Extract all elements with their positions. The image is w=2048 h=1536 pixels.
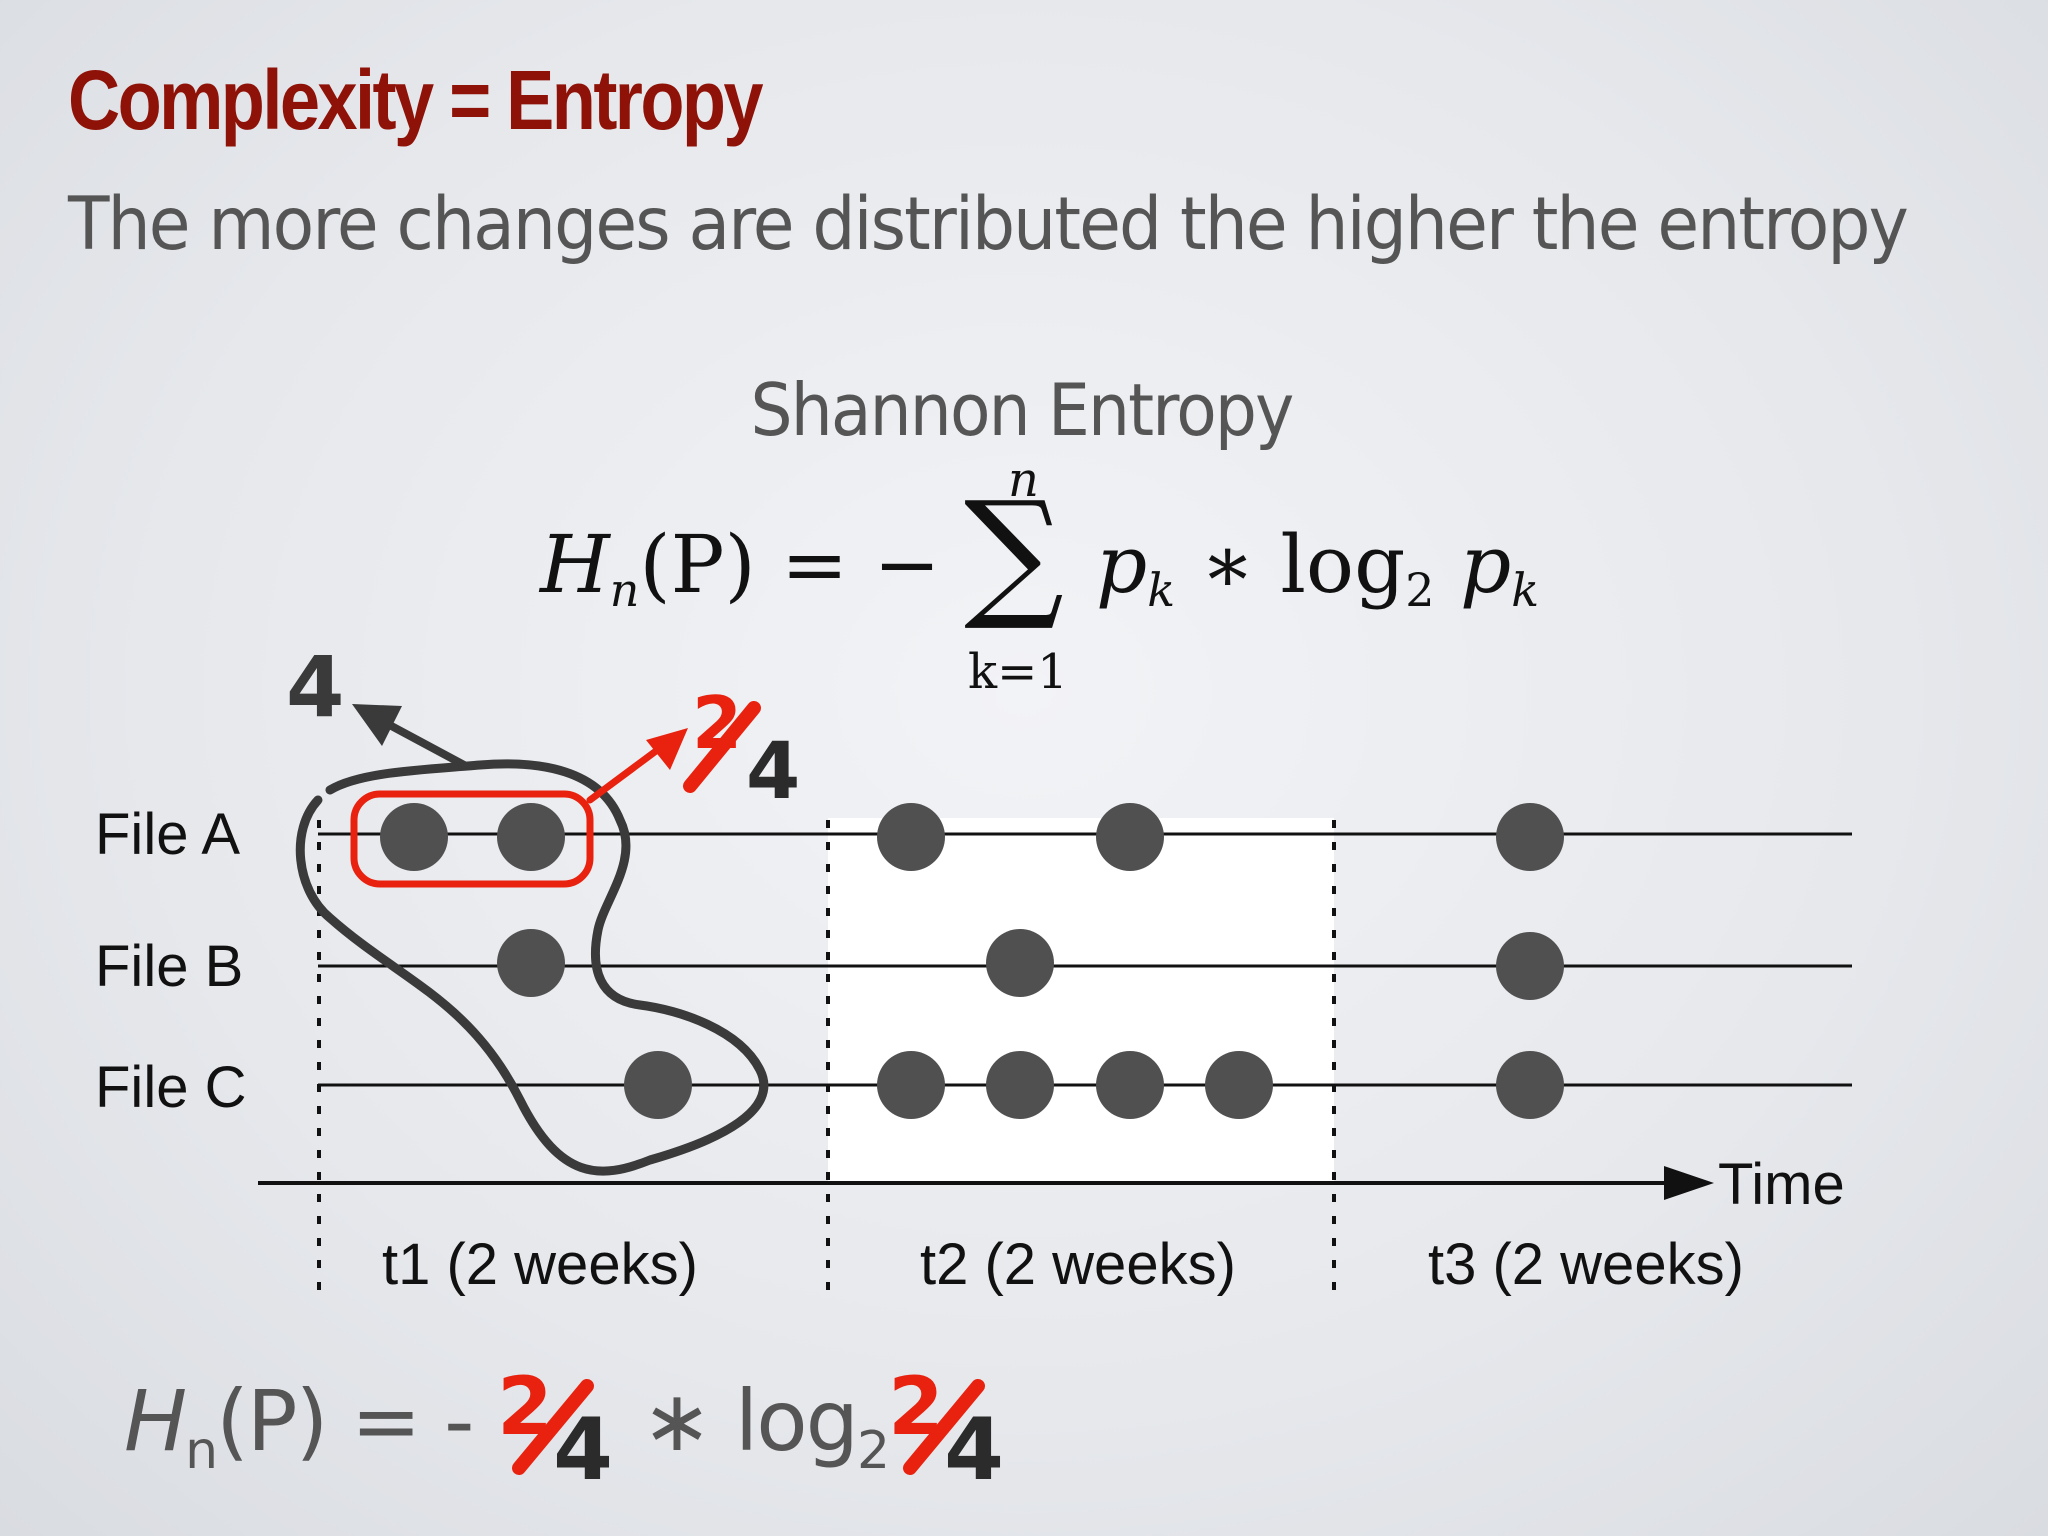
example-h-sub: n	[185, 1421, 218, 1481]
formula-log-base: 2	[1405, 563, 1435, 617]
change-dot	[380, 803, 448, 871]
example-h: H	[124, 1372, 187, 1470]
example-fraction-1-denominator: 4	[553, 1400, 613, 1500]
shannon-entropy-formula: Hn(P) = − n ∑ k=1 pk ∗ log2 pk	[540, 452, 1540, 708]
formula-p: p	[1096, 518, 1148, 611]
file-a-t1-highlight	[350, 790, 594, 888]
t1-lasso-outline	[295, 759, 769, 1176]
file-label-b: File B	[95, 934, 243, 999]
section-title: Shannon Entropy	[0, 368, 2048, 452]
total-arrow-head	[352, 704, 402, 746]
file-label-a: File A	[95, 802, 240, 867]
fraction-slash	[683, 701, 761, 793]
fraction-arrow-head	[646, 728, 688, 770]
t2-period-background	[828, 818, 1334, 1182]
example-lhs-rest: (P) = -	[216, 1372, 474, 1470]
example-fraction-2-slash	[903, 1379, 986, 1475]
example-log-base: 2	[856, 1421, 890, 1481]
slide-title: Complexity = Entropy	[68, 53, 764, 147]
entropy-example-formula: Hn(P) = - 2 4 ∗ log2 2 4	[124, 1360, 1008, 1500]
change-dot	[986, 929, 1054, 997]
change-dot	[1096, 1051, 1164, 1119]
total-arrow-shaft	[380, 718, 470, 770]
formula-p-sub: k	[1147, 563, 1176, 617]
formula-p2-sub: k	[1511, 563, 1540, 617]
period-label-t1: t1 (2 weeks)	[382, 1232, 698, 1297]
fraction-denominator: 4	[746, 727, 800, 817]
change-dot	[1205, 1051, 1273, 1119]
change-dot	[624, 1051, 692, 1119]
formula-p2: p	[1460, 518, 1512, 611]
slide-subtitle: The more changes are distributed the hig…	[68, 182, 1909, 267]
change-dot	[1496, 803, 1564, 871]
formula-lhs: Hn(P) = −	[540, 518, 941, 617]
change-dot	[986, 1051, 1054, 1119]
example-fraction-1-slash	[512, 1379, 595, 1475]
section-title-text: Shannon Entropy	[751, 368, 1295, 452]
fraction-arrow-shaft	[586, 744, 664, 804]
formula-h: H	[540, 518, 610, 611]
example-fraction-2-denominator: 4	[944, 1400, 1004, 1500]
total-count-label: 4	[286, 638, 344, 736]
sum-sigma-symbol: ∑	[964, 472, 1064, 635]
change-dot	[1496, 932, 1564, 1000]
change-dot	[1096, 803, 1164, 871]
period-label-t2: t2 (2 weeks)	[920, 1232, 1236, 1297]
change-dot	[1496, 1051, 1564, 1119]
file-label-c: File C	[95, 1055, 246, 1120]
period-label-t3: t3 (2 weeks)	[1428, 1232, 1744, 1297]
example-log: ∗ log	[641, 1372, 859, 1470]
example-fraction-2: 2 4	[888, 1360, 1008, 1500]
formula-log: ∗ log	[1175, 518, 1406, 611]
change-dot	[877, 1051, 945, 1119]
time-axis-arrowhead	[1664, 1166, 1714, 1200]
sum-upper-limit: n	[1008, 452, 1039, 508]
formula-rhs: pk ∗ log2 pk	[1096, 518, 1539, 617]
sum-lower-limit: k=1	[968, 644, 1068, 700]
change-dot	[497, 803, 565, 871]
formula-h-sub: n	[609, 563, 640, 617]
change-dot	[497, 929, 565, 997]
example-fraction-1: 2 4	[497, 1360, 617, 1500]
time-axis-label: Time	[1718, 1152, 1845, 1217]
change-dot	[877, 803, 945, 871]
formula-lhs-arg: (P) = −	[639, 518, 941, 611]
